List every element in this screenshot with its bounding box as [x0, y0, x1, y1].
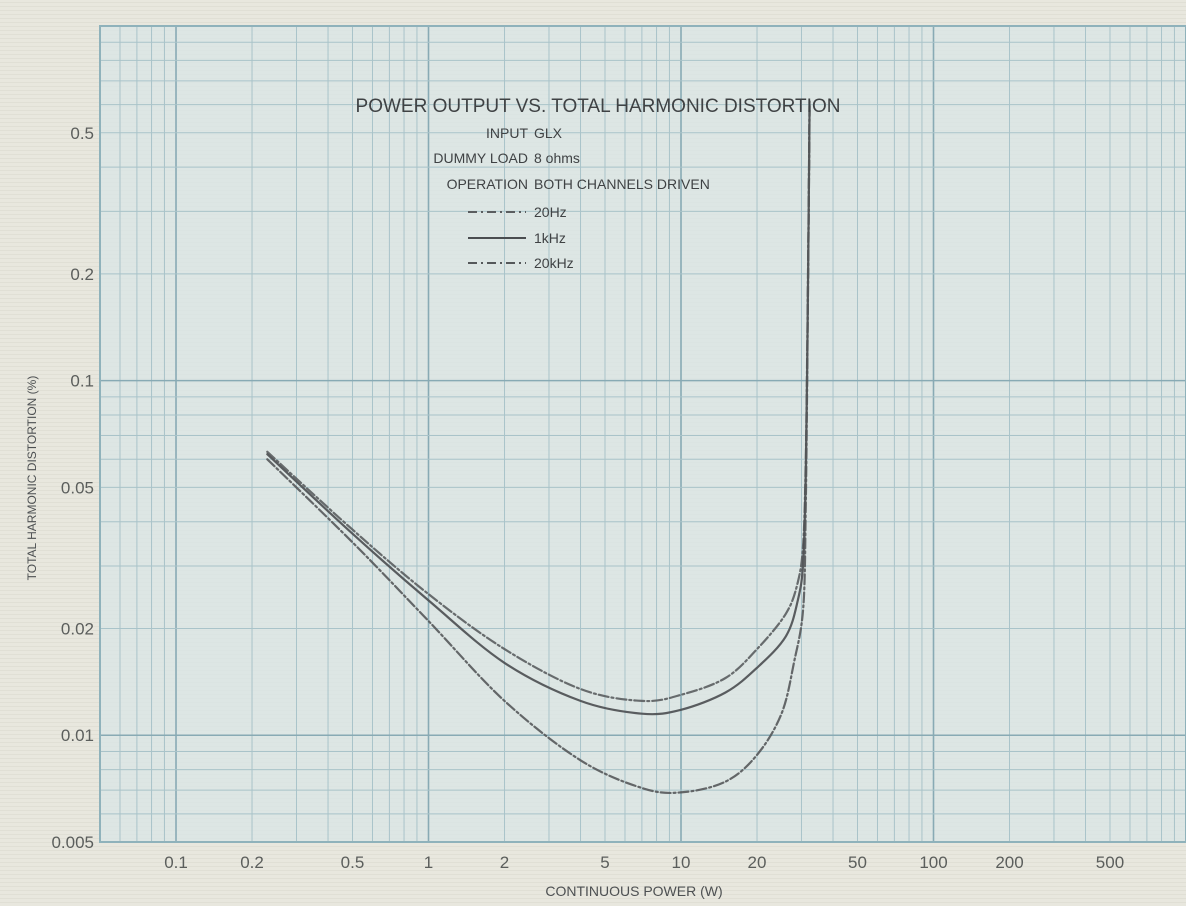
- x-tick-label: 50: [848, 853, 867, 872]
- x-tick-label: 200: [995, 853, 1023, 872]
- y-tick-label: 0.01: [61, 726, 94, 745]
- legend-label-20hz: 20Hz: [534, 204, 567, 220]
- y-axis-label: TOTAL HARMONIC DISTORTION (%): [25, 376, 39, 581]
- x-tick-label: 2: [500, 853, 509, 872]
- series-line-20khz: [266, 108, 811, 795]
- info-key-input: INPUT: [486, 125, 528, 141]
- y-tick-label: 0.1: [70, 372, 94, 391]
- y-tick-label: 0.5: [70, 124, 94, 143]
- chart-title: POWER OUTPUT VS. TOTAL HARMONIC DISTORTI…: [356, 96, 841, 117]
- x-tick-label: 0.1: [164, 853, 188, 872]
- y-tick-label: 0.005: [51, 833, 94, 852]
- info-key-operation: OPERATION: [447, 176, 528, 192]
- info-key-dummy-load: DUMMY LOAD: [433, 150, 528, 166]
- y-tick-label: 0.02: [61, 619, 94, 638]
- info-value-operation: BOTH CHANNELS DRIVEN: [534, 176, 710, 192]
- legend-label-1khz: 1kHz: [534, 230, 566, 246]
- y-tick-labels: 0.005 0.01 0.02 0.05 0.1 0.2 0.5: [51, 124, 94, 852]
- x-tick-label: 100: [919, 853, 947, 872]
- info-block: INPUT GLX DUMMY LOAD 8 ohms OPERATION BO…: [433, 125, 709, 192]
- y-tick-label: 0.2: [70, 265, 94, 284]
- legend-label-20khz: 20kHz: [534, 255, 574, 271]
- x-tick-label: 20: [748, 853, 767, 872]
- x-tick-label: 5: [600, 853, 609, 872]
- x-tick-label: 0.5: [341, 853, 365, 872]
- info-value-input: GLX: [534, 125, 563, 141]
- x-tick-label: 500: [1096, 853, 1124, 872]
- y-tick-label: 0.05: [61, 478, 94, 497]
- series-group: [266, 98, 811, 795]
- x-axis-label: CONTINUOUS POWER (W): [545, 883, 722, 899]
- info-value-dummy-load: 8 ohms: [534, 150, 580, 166]
- x-tick-label: 1: [424, 853, 433, 872]
- legend: 20Hz 1kHz 20kHz: [468, 204, 574, 271]
- grid: [100, 26, 1186, 842]
- x-tick-label: 0.2: [240, 853, 264, 872]
- x-tick-labels: 0.1 0.2 0.5 1 2 5 10 20 50 100 200 500: [164, 853, 1124, 872]
- x-tick-label: 10: [672, 853, 691, 872]
- plot-area-border: [99, 25, 1186, 843]
- plot-area-background: [100, 26, 1186, 842]
